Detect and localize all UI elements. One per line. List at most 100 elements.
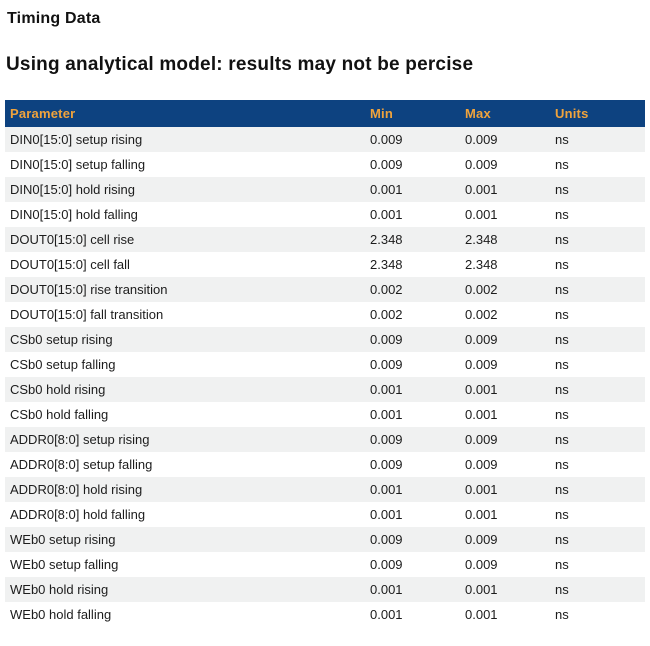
cell-units: ns bbox=[550, 477, 645, 502]
cell-max: 0.009 bbox=[460, 527, 550, 552]
cell-max: 0.001 bbox=[460, 477, 550, 502]
cell-min: 0.009 bbox=[365, 527, 460, 552]
cell-max: 0.009 bbox=[460, 352, 550, 377]
cell-parameter: CSb0 setup rising bbox=[5, 327, 365, 352]
cell-parameter: CSb0 hold rising bbox=[5, 377, 365, 402]
cell-units: ns bbox=[550, 377, 645, 402]
table-row: CSb0 setup falling 0.009 0.009 ns bbox=[5, 352, 645, 377]
cell-min: 0.001 bbox=[365, 377, 460, 402]
cell-max: 0.001 bbox=[460, 602, 550, 627]
table-row: DOUT0[15:0] fall transition 0.002 0.002 ns bbox=[5, 302, 645, 327]
table-row: CSb0 setup rising 0.009 0.009 ns bbox=[5, 327, 645, 352]
timing-table-body: DIN0[15:0] setup rising 0.009 0.009 ns DIN0[… bbox=[5, 127, 645, 627]
cell-units: ns bbox=[550, 252, 645, 277]
header-row: Parameter Min Max Units bbox=[5, 100, 645, 127]
cell-units: ns bbox=[550, 502, 645, 527]
column-header-units: Units bbox=[550, 100, 645, 127]
cell-units: ns bbox=[550, 177, 645, 202]
cell-units: ns bbox=[550, 352, 645, 377]
cell-min: 0.001 bbox=[365, 477, 460, 502]
cell-min: 0.009 bbox=[365, 352, 460, 377]
cell-parameter: WEb0 hold rising bbox=[5, 577, 365, 602]
column-header-max: Max bbox=[460, 100, 550, 127]
cell-parameter: WEb0 setup rising bbox=[5, 527, 365, 552]
table-row: ADDR0[8:0] hold falling 0.001 0.001 ns bbox=[5, 502, 645, 527]
cell-parameter: DOUT0[15:0] cell rise bbox=[5, 227, 365, 252]
cell-units: ns bbox=[550, 427, 645, 452]
table-row: DIN0[15:0] setup falling 0.009 0.009 ns bbox=[5, 152, 645, 177]
cell-max: 0.001 bbox=[460, 577, 550, 602]
table-row: ADDR0[8:0] hold rising 0.001 0.001 ns bbox=[5, 477, 645, 502]
table-row: DOUT0[15:0] rise transition 0.002 0.002 ns bbox=[5, 277, 645, 302]
cell-units: ns bbox=[550, 527, 645, 552]
cell-min: 0.009 bbox=[365, 127, 460, 152]
cell-parameter: DIN0[15:0] hold rising bbox=[5, 177, 365, 202]
cell-max: 2.348 bbox=[460, 227, 550, 252]
table-row: CSb0 hold rising 0.001 0.001 ns bbox=[5, 377, 645, 402]
cell-parameter: ADDR0[8:0] hold falling bbox=[5, 502, 365, 527]
table-row: WEb0 setup rising 0.009 0.009 ns bbox=[5, 527, 645, 552]
cell-parameter: DIN0[15:0] hold falling bbox=[5, 202, 365, 227]
timing-table-header: Parameter Min Max Units bbox=[5, 100, 645, 127]
cell-parameter: CSb0 hold falling bbox=[5, 402, 365, 427]
cell-min: 0.009 bbox=[365, 452, 460, 477]
cell-min: 0.001 bbox=[365, 602, 460, 627]
cell-max: 0.009 bbox=[460, 127, 550, 152]
cell-max: 2.348 bbox=[460, 252, 550, 277]
cell-parameter: DOUT0[15:0] rise transition bbox=[5, 277, 365, 302]
cell-units: ns bbox=[550, 577, 645, 602]
cell-parameter: WEb0 hold falling bbox=[5, 602, 365, 627]
cell-units: ns bbox=[550, 277, 645, 302]
cell-max: 0.001 bbox=[460, 177, 550, 202]
cell-units: ns bbox=[550, 327, 645, 352]
cell-parameter: DIN0[15:0] setup rising bbox=[5, 127, 365, 152]
cell-units: ns bbox=[550, 452, 645, 477]
cell-min: 2.348 bbox=[365, 252, 460, 277]
column-header-parameter: Parameter bbox=[5, 100, 365, 127]
page-title: Timing Data bbox=[7, 10, 101, 27]
table-row: ADDR0[8:0] setup rising 0.009 0.009 ns bbox=[5, 427, 645, 452]
table-row: CSb0 hold falling 0.001 0.001 ns bbox=[5, 402, 645, 427]
analytical-model-note: Using analytical model: results may not … bbox=[6, 54, 474, 75]
table-row: DOUT0[15:0] cell rise 2.348 2.348 ns bbox=[5, 227, 645, 252]
cell-min: 0.009 bbox=[365, 552, 460, 577]
timing-table: Parameter Min Max Units DIN0[15:0] setup… bbox=[5, 100, 645, 627]
table-row: DIN0[15:0] hold rising 0.001 0.001 ns bbox=[5, 177, 645, 202]
table-row: DIN0[15:0] hold falling 0.001 0.001 ns bbox=[5, 202, 645, 227]
cell-units: ns bbox=[550, 227, 645, 252]
table-row: WEb0 hold rising 0.001 0.001 ns bbox=[5, 577, 645, 602]
cell-max: 0.002 bbox=[460, 277, 550, 302]
cell-units: ns bbox=[550, 402, 645, 427]
cell-parameter: DOUT0[15:0] cell fall bbox=[5, 252, 365, 277]
table-row: DIN0[15:0] setup rising 0.009 0.009 ns bbox=[5, 127, 645, 152]
cell-max: 0.001 bbox=[460, 377, 550, 402]
cell-min: 2.348 bbox=[365, 227, 460, 252]
cell-parameter: ADDR0[8:0] setup falling bbox=[5, 452, 365, 477]
cell-units: ns bbox=[550, 202, 645, 227]
cell-min: 0.002 bbox=[365, 302, 460, 327]
cell-parameter: DIN0[15:0] setup falling bbox=[5, 152, 365, 177]
cell-min: 0.001 bbox=[365, 177, 460, 202]
cell-max: 0.009 bbox=[460, 552, 550, 577]
cell-max: 0.001 bbox=[460, 502, 550, 527]
cell-units: ns bbox=[550, 152, 645, 177]
cell-max: 0.009 bbox=[460, 152, 550, 177]
column-header-min: Min bbox=[365, 100, 460, 127]
cell-min: 0.009 bbox=[365, 427, 460, 452]
cell-min: 0.001 bbox=[365, 502, 460, 527]
cell-max: 0.009 bbox=[460, 452, 550, 477]
cell-units: ns bbox=[550, 602, 645, 627]
cell-min: 0.009 bbox=[365, 327, 460, 352]
cell-max: 0.009 bbox=[460, 327, 550, 352]
cell-units: ns bbox=[550, 127, 645, 152]
cell-units: ns bbox=[550, 302, 645, 327]
cell-min: 0.001 bbox=[365, 577, 460, 602]
cell-max: 0.001 bbox=[460, 402, 550, 427]
cell-min: 0.009 bbox=[365, 152, 460, 177]
table-row: ADDR0[8:0] setup falling 0.009 0.009 ns bbox=[5, 452, 645, 477]
cell-max: 0.009 bbox=[460, 427, 550, 452]
table-row: DOUT0[15:0] cell fall 2.348 2.348 ns bbox=[5, 252, 645, 277]
cell-units: ns bbox=[550, 552, 645, 577]
cell-min: 0.001 bbox=[365, 402, 460, 427]
